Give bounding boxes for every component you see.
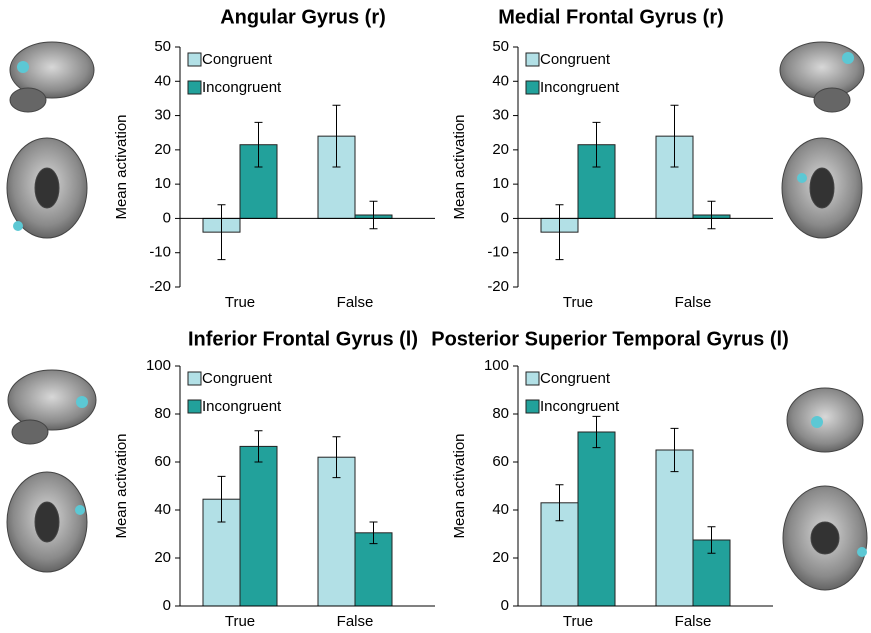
- x-tick-label: True: [225, 294, 255, 311]
- legend-swatch: [188, 81, 201, 94]
- y-tick-label: 30: [154, 107, 171, 124]
- legend-label: Incongruent: [202, 79, 282, 96]
- x-tick-label: False: [675, 613, 712, 630]
- legend-swatch: [188, 400, 201, 413]
- y-tick-label: 0: [501, 209, 509, 226]
- legend-swatch: [526, 53, 539, 66]
- legend-swatch: [526, 81, 539, 94]
- bar: [240, 446, 277, 606]
- y-tick-label: 30: [492, 107, 509, 124]
- brain-images: [7, 42, 867, 590]
- y-tick-label: 40: [492, 72, 509, 89]
- legend-label: Incongruent: [202, 398, 282, 415]
- y-tick-label: 40: [492, 501, 509, 518]
- x-tick-label: True: [563, 294, 593, 311]
- y-tick-label: 100: [146, 357, 171, 374]
- bar: [318, 457, 355, 606]
- y-tick-label: 20: [492, 141, 509, 158]
- y-tick-label: -10: [487, 244, 509, 261]
- y-tick-label: -20: [149, 278, 171, 295]
- chart-title: Posterior Superior Temporal Gyrus (l): [431, 328, 788, 350]
- legend-label: Congruent: [540, 51, 611, 68]
- y-tick-label: 0: [163, 597, 171, 614]
- legend-label: Incongruent: [540, 79, 620, 96]
- y-tick-label: 80: [154, 405, 171, 422]
- legend-swatch: [188, 372, 201, 385]
- y-tick-label: 10: [154, 175, 171, 192]
- legend-label: Congruent: [202, 370, 273, 387]
- x-tick-label: False: [337, 294, 374, 311]
- x-tick-label: True: [563, 613, 593, 630]
- y-tick-label: 50: [154, 38, 171, 55]
- y-axis-label: Mean activation: [113, 114, 130, 219]
- y-axis-label: Mean activation: [451, 114, 468, 219]
- y-tick-label: -10: [149, 244, 171, 261]
- y-tick-label: -20: [487, 278, 509, 295]
- legend-label: Congruent: [202, 51, 273, 68]
- chart-title: Medial Frontal Gyrus (r): [498, 6, 724, 28]
- x-tick-label: False: [337, 613, 374, 630]
- x-tick-label: True: [225, 613, 255, 630]
- bar: [578, 432, 615, 606]
- y-tick-label: 50: [492, 38, 509, 55]
- bar: [656, 450, 693, 606]
- figure: Angular Gyrus (r) Mean activation -20 -10 0 1…: [0, 0, 871, 633]
- y-tick-label: 20: [492, 549, 509, 566]
- y-tick-label: 80: [492, 405, 509, 422]
- x-tick-label: False: [675, 294, 712, 311]
- y-tick-label: 0: [501, 597, 509, 614]
- chart-title: Angular Gyrus (r): [220, 6, 386, 28]
- y-tick-label: 0: [163, 209, 171, 226]
- y-tick-label: 60: [154, 453, 171, 470]
- y-tick-label: 20: [154, 141, 171, 158]
- legend-swatch: [188, 53, 201, 66]
- y-tick-label: 20: [154, 549, 171, 566]
- y-tick-label: 40: [154, 501, 171, 518]
- y-tick-label: 10: [492, 175, 509, 192]
- y-axis-label: Mean activation: [113, 433, 130, 538]
- y-axis-label: Mean activation: [451, 433, 468, 538]
- legend-swatch: [526, 372, 539, 385]
- y-tick-label: 60: [492, 453, 509, 470]
- legend-swatch: [526, 400, 539, 413]
- y-tick-label: 100: [484, 357, 509, 374]
- legend-label: Incongruent: [540, 398, 620, 415]
- y-tick-label: 40: [154, 72, 171, 89]
- chart-title: Inferior Frontal Gyrus (l): [188, 328, 418, 350]
- legend-label: Congruent: [540, 370, 611, 387]
